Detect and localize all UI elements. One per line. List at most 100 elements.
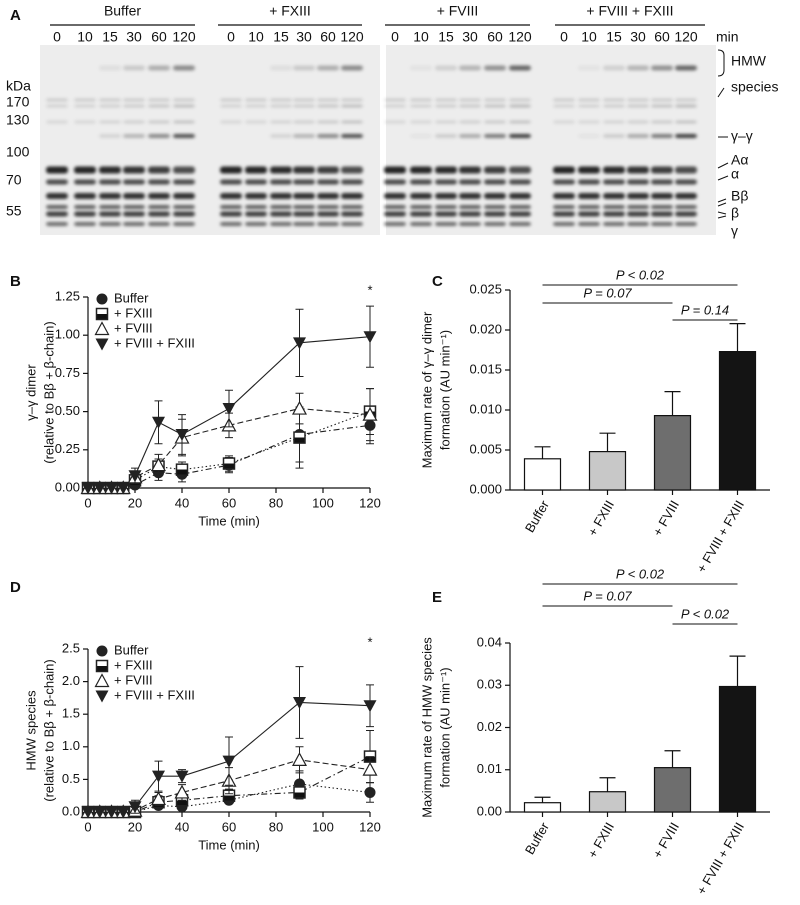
gel-band [651,166,673,174]
x-tick-label: 40 [175,819,189,834]
gel-band [148,98,170,102]
gel-band [220,205,242,209]
lane-label: 15 [273,29,289,45]
marker [174,784,190,799]
gel-band [384,120,406,124]
gel-band [341,104,363,108]
marker [362,761,378,776]
gel-band [410,65,432,71]
gel-band [148,211,170,217]
y-axis-label: Maximum rate of γ–γ dimer [419,311,434,468]
significance-label: P < 0.02 [681,606,730,621]
gel-band [603,205,625,209]
legend-marker [96,293,108,305]
gel-band [173,193,195,199]
gel-band [410,120,432,124]
gel-band [627,120,649,124]
marker [93,806,107,819]
gel-band [46,193,68,199]
gel-band [99,98,121,102]
gel-band [627,134,649,138]
gel-band [293,120,315,124]
gel-band [459,205,481,209]
gel-band [270,193,292,199]
gel-right [386,45,716,235]
lane-label: 15 [438,29,454,45]
gel-band [578,166,600,174]
gel-band [484,193,506,199]
gel-band [341,120,363,124]
gel-band [123,120,145,124]
significance-label: P = 0.07 [583,285,632,300]
gel-band [484,65,506,71]
gel-band [484,222,506,226]
gel-band [603,65,625,71]
gel-band [509,179,531,185]
gel-band [173,134,195,138]
x-tick-label: + FVIII + FXIII [694,498,747,576]
ladder-label: 55 [6,203,22,219]
gel-band [245,98,267,102]
gel-band [245,166,267,174]
legend-label: + FXIII [114,657,153,672]
gel-band [675,98,697,102]
gel-band [270,222,292,226]
significance-label: P < 0.02 [616,566,665,581]
gel-band [435,193,457,199]
lane-label: 0 [227,29,235,45]
gel-band [384,205,406,209]
y-tick-label: 0.00 [477,803,502,818]
gel-band [99,193,121,199]
y-tick-label: 1.25 [55,288,80,303]
gel-band [627,193,649,199]
lane-label: 30 [462,29,478,45]
gel-band [603,98,625,102]
y-tick-label: 1.0 [62,738,80,753]
gel-band [317,205,339,209]
panel-letter: A [10,7,21,24]
gel-band [553,120,575,124]
lane-label: 60 [487,29,503,45]
gel-band [509,98,531,102]
gel-band [148,134,170,138]
gel-band [99,205,121,209]
marker [291,400,308,415]
group-label: + FVIII + FXIII [586,3,673,19]
gel-band [410,134,432,138]
gel-band [435,134,457,138]
gel-band [317,98,339,102]
lane-label: 120 [340,29,364,45]
marker [150,791,167,806]
gel-band [509,211,531,217]
gel-band [293,222,315,226]
gel-band [74,179,96,185]
legend-label: + FXIII [114,305,153,320]
gel-band [123,205,145,209]
gel-band [245,120,267,124]
annotation: * [367,634,372,649]
band-pointer [717,198,727,207]
gel-band [435,222,457,226]
gel-band [484,166,506,174]
marker [363,700,377,713]
bar [653,415,692,491]
gel-band [459,104,481,108]
gel-band [553,205,575,209]
gel-band [293,104,315,108]
gel-band [220,179,242,185]
gel-band [245,179,267,185]
lane-label: 15 [102,29,118,45]
y-tick-label: 0.020 [469,321,502,336]
gel-band [578,104,600,108]
gel-band [148,104,170,108]
significance-label: P = 0.07 [583,588,632,603]
gel-band [220,120,242,124]
gel-band [99,104,121,108]
gel-band [675,104,697,108]
bar [523,802,562,813]
gel-band [603,193,625,199]
gel-band [245,211,267,217]
gel-band [220,193,242,199]
gel-band [675,211,697,217]
